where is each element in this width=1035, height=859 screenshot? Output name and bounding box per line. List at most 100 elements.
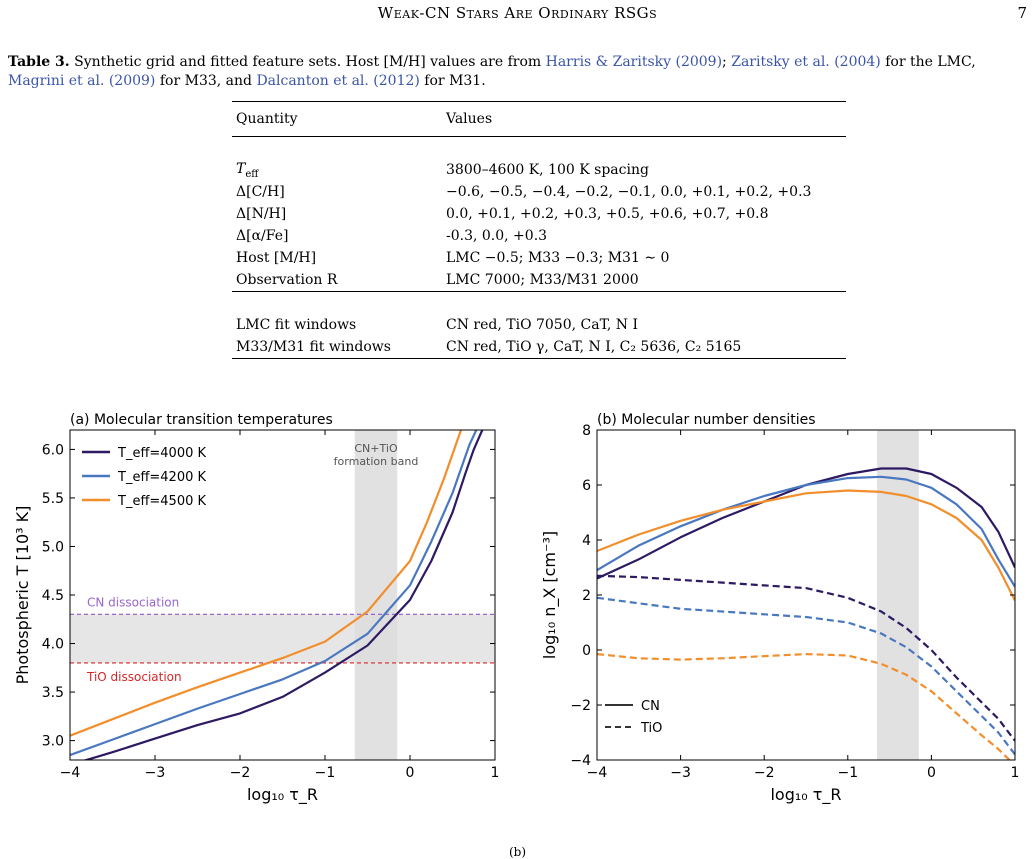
x-tick-label: −4 bbox=[587, 765, 608, 781]
x-tick-label: −2 bbox=[230, 765, 251, 781]
legend-label: T_eff=4200 K bbox=[117, 470, 207, 485]
value-cell: −0.6, −0.5, −0.4, −0.2, −0.1, 0.0, +0.1,… bbox=[446, 184, 812, 200]
series-line bbox=[70, 430, 463, 737]
caption-text: Synthetic grid and fitted feature sets. … bbox=[74, 54, 546, 70]
series-line bbox=[597, 574, 1015, 742]
citation-link[interactable]: Magrini et al. (2009) bbox=[8, 73, 156, 89]
caption-text: for M31. bbox=[419, 73, 486, 89]
legend-label: T_eff=4000 K bbox=[117, 446, 207, 461]
plot-area bbox=[597, 430, 1015, 760]
value-cell: LMC −0.5; M33 −0.3; M31 ∼ 0 bbox=[446, 250, 670, 266]
table-row: Δ[α/Fe] -0.3, 0.0, +0.3 bbox=[232, 225, 846, 247]
page-header: Weak-CN Stars Are Ordinary RSGs 7 bbox=[0, 0, 1035, 40]
synthetic-grid-table: Quantity Values Teff 3800–4600 K, 100 K s… bbox=[232, 101, 846, 359]
table-label: Table 3. bbox=[8, 54, 70, 70]
quantity-cell: Observation R bbox=[232, 269, 442, 292]
band-label: CN+TiO bbox=[354, 442, 398, 455]
formation-band bbox=[354, 430, 398, 760]
legend-label: CN bbox=[641, 699, 660, 714]
series-line bbox=[70, 430, 478, 757]
value-cell: CN red, TiO γ, CaT, N I, C₂ 5636, C₂ 516… bbox=[442, 336, 846, 359]
value-cell: CN red, TiO 7050, CaT, N I bbox=[446, 317, 638, 333]
y-tick-label: 5.0 bbox=[42, 539, 64, 555]
panel-a-chart: −4 −3 −2 −1 0 1 3.0 3.5 4.0 4.5 5.0 5.5 6.0 (a) Molec… bbox=[13, 412, 499, 805]
table-row: M33/M31 fit windows CN red, TiO γ, CaT, N… bbox=[232, 336, 846, 359]
table-row: Δ[N/H] 0.0, +0.1, +0.2, +0.3, +0.5, +0.6,… bbox=[232, 203, 846, 225]
x-axis-label: log₁₀ τ_R bbox=[247, 785, 318, 805]
value-cell: LMC 7000; M33/M31 2000 bbox=[442, 269, 846, 292]
y-tick-label: 4.5 bbox=[42, 588, 64, 604]
x-tick-label: −1 bbox=[837, 765, 858, 781]
citation-link[interactable]: Dalcanton et al. (2012) bbox=[256, 73, 420, 89]
figure-panels: −4 −3 −2 −1 0 1 3.0 3.5 4.0 4.5 5.0 5.5 6.0 (a) Molec… bbox=[13, 412, 1019, 805]
quantity-cell: Teff bbox=[236, 160, 259, 180]
page-number: 7 bbox=[1017, 4, 1027, 22]
series-line bbox=[82, 430, 484, 760]
caption-text: for M33, and bbox=[155, 73, 257, 89]
y-axis-label: log₁₀ n_X [cm⁻³] bbox=[540, 531, 560, 659]
x-tick-label: 0 bbox=[927, 765, 936, 781]
quantity-cell: Δ[α/Fe] bbox=[236, 228, 289, 244]
caption-text: for the LMC, bbox=[880, 54, 976, 70]
table-row: LMC fit windows CN red, TiO 7050, CaT, N … bbox=[232, 314, 846, 336]
x-tick-label: 1 bbox=[491, 765, 500, 781]
quantity-cell: Δ[C/H] bbox=[236, 184, 285, 200]
table-caption: Table 3. Synthetic grid and fitted featu… bbox=[8, 53, 1030, 91]
chart-title: (b) Molecular number densities bbox=[597, 412, 816, 428]
quantity-cell: Δ[N/H] bbox=[236, 206, 287, 222]
x-tick-label: 0 bbox=[406, 765, 415, 781]
band-label: formation band bbox=[334, 455, 419, 468]
legend-label: TiO bbox=[640, 721, 662, 736]
value-cell: 3800–4600 K, 100 K spacing bbox=[446, 162, 649, 178]
series-line bbox=[597, 489, 1015, 601]
citation-link[interactable]: Harris & Zaritsky (2009) bbox=[545, 54, 723, 70]
table-row: Observation R LMC 7000; M33/M31 2000 bbox=[232, 269, 846, 292]
y-tick-label: 4 bbox=[582, 533, 591, 549]
x-tick-label: −3 bbox=[145, 765, 166, 781]
table-header: Quantity bbox=[232, 101, 442, 137]
x-tick-label: −4 bbox=[60, 765, 81, 781]
value-cell: 0.0, +0.1, +0.2, +0.3, +0.5, +0.6, +0.7,… bbox=[446, 206, 769, 222]
quantity-cell: M33/M31 fit windows bbox=[232, 336, 442, 359]
hline-label: TiO dissociation bbox=[86, 670, 182, 684]
y-axis-label: Photospheric T [10³ K] bbox=[13, 506, 32, 685]
x-tick-label: −3 bbox=[670, 765, 691, 781]
table-row: Teff 3800–4600 K, 100 K spacing bbox=[232, 159, 846, 181]
y-tick-label: 0 bbox=[582, 643, 591, 659]
series-line bbox=[597, 653, 1011, 760]
x-tick-label: −1 bbox=[315, 765, 336, 781]
y-tick-label: 4.0 bbox=[42, 637, 64, 653]
y-tick-label: 6 bbox=[582, 478, 591, 494]
quantity-cell: Host [M/H] bbox=[236, 250, 317, 266]
quantity-cell: LMC fit windows bbox=[236, 317, 357, 333]
plot-area bbox=[70, 430, 495, 760]
hline-label: CN dissociation bbox=[87, 595, 179, 609]
y-tick-label: 2 bbox=[582, 588, 591, 604]
formation-band bbox=[877, 430, 919, 760]
citation-link[interactable]: Zaritsky et al. (2004) bbox=[731, 54, 881, 70]
y-tick-label: 3.0 bbox=[42, 734, 64, 750]
table-header-row: Quantity Values bbox=[232, 101, 846, 137]
legend-label: T_eff=4500 K bbox=[117, 494, 207, 509]
series-line bbox=[597, 467, 1015, 580]
series-line bbox=[597, 596, 1015, 756]
chart-title: (a) Molecular transition temperatures bbox=[70, 412, 333, 428]
y-tick-label: 3.5 bbox=[42, 685, 64, 701]
running-title: Weak-CN Stars Are Ordinary RSGs bbox=[377, 4, 658, 22]
table-row: Host [M/H] LMC −0.5; M33 −0.3; M31 ∼ 0 bbox=[232, 247, 846, 269]
y-tick-label: 6.0 bbox=[42, 442, 64, 458]
y-tick-label: −4 bbox=[570, 753, 591, 769]
figure-footer-mark: (b) bbox=[508, 845, 527, 859]
table-header: Values bbox=[442, 101, 846, 137]
x-tick-label: 1 bbox=[1011, 765, 1020, 781]
y-tick-label: 5.5 bbox=[42, 491, 64, 507]
y-tick-label: −2 bbox=[570, 698, 591, 714]
x-axis-label: log₁₀ τ_R bbox=[770, 785, 841, 805]
dissociation-band bbox=[70, 614, 495, 663]
table-row: Δ[C/H] −0.6, −0.5, −0.4, −0.2, −0.1, 0.0,… bbox=[232, 181, 846, 203]
panel-b-chart: −4 −3 −2 −1 0 1 −4 −2 0 2 4 6 8 (b) Molecular number … bbox=[540, 412, 1019, 805]
x-tick-label: −2 bbox=[754, 765, 775, 781]
value-cell: -0.3, 0.0, +0.3 bbox=[446, 228, 548, 244]
caption-text: ; bbox=[722, 54, 732, 70]
y-tick-label: 8 bbox=[582, 423, 591, 439]
